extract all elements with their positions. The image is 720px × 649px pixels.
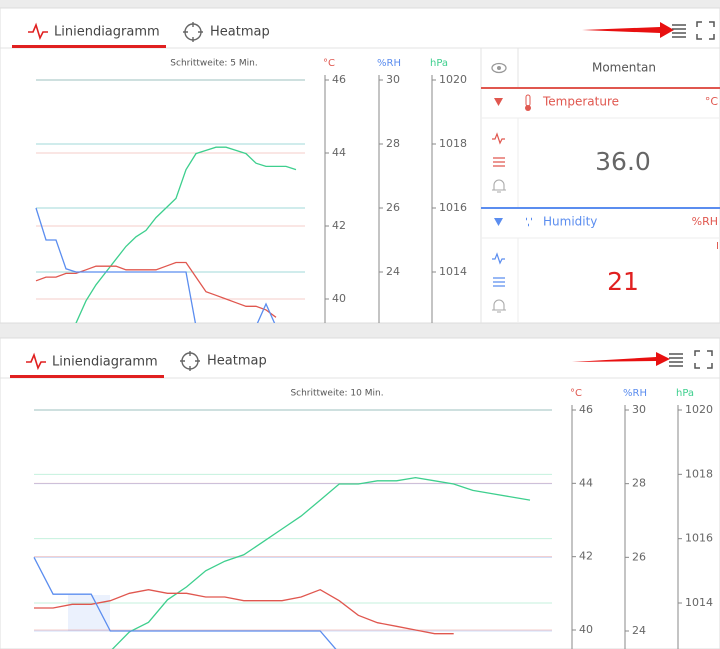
y-tick-label: 44 xyxy=(579,476,593,489)
y-tick-label: 24 xyxy=(632,624,646,637)
y-tick-label: 26 xyxy=(386,201,400,214)
sensor-value: 21 xyxy=(607,267,639,296)
sensor-unit: °C xyxy=(705,95,719,108)
y-tick-label: 1016 xyxy=(439,201,467,214)
chart-subtitle: Schrittweite: 5 Min. xyxy=(170,59,257,69)
list-icon[interactable] xyxy=(493,277,505,287)
series-line xyxy=(34,588,454,635)
bell-icon[interactable] xyxy=(492,299,506,313)
chart-subtitle: Schrittweite: 10 Min. xyxy=(290,389,383,399)
heatmap-icon-cross xyxy=(180,351,200,371)
series-line xyxy=(35,207,276,323)
sensor-value: 36.0 xyxy=(595,147,651,176)
menu-icon[interactable] xyxy=(669,353,683,367)
y-tick-label: 28 xyxy=(386,137,400,150)
humidity-icon xyxy=(526,217,532,227)
chart-icon[interactable] xyxy=(492,132,505,145)
y-tick-label: 30 xyxy=(632,403,646,416)
tab-label[interactable]: Liniendiagramm xyxy=(52,355,158,370)
y-tick-label: 1020 xyxy=(439,73,467,86)
collapse-icon[interactable] xyxy=(494,218,503,226)
y-tick-label: 1018 xyxy=(439,137,467,150)
sensor-unit: %RH xyxy=(692,215,718,228)
red-arrow xyxy=(572,352,670,366)
y-tick-label: 1018 xyxy=(685,467,713,480)
axis-unit: °C xyxy=(323,58,335,69)
chart-icon[interactable] xyxy=(492,252,505,265)
series-line xyxy=(35,261,277,318)
eye-pupil xyxy=(497,66,501,70)
y-tick-label: 1014 xyxy=(685,596,713,609)
y-tick-label: 42 xyxy=(332,219,346,232)
fullscreen-icon[interactable] xyxy=(694,350,713,369)
sidebar-header: Momentan xyxy=(592,61,656,75)
axis-unit: hPa xyxy=(430,58,448,69)
y-tick-label: 1014 xyxy=(439,265,467,278)
line-chart-icon xyxy=(26,352,46,371)
series-line xyxy=(33,557,337,649)
bell-icon[interactable] xyxy=(492,179,506,193)
eye-icon[interactable] xyxy=(491,62,507,74)
heatmap-icon-cross xyxy=(183,22,203,42)
y-tick-label: 28 xyxy=(632,477,646,490)
thermometer-bulb xyxy=(525,105,531,111)
plot-area xyxy=(33,476,531,649)
axis-unit: %RH xyxy=(623,388,647,399)
y-tick-label: 30 xyxy=(386,73,400,86)
active-tab-underline xyxy=(12,45,166,48)
tab-label[interactable]: Heatmap xyxy=(210,25,270,40)
plot-area xyxy=(35,146,297,323)
sensor-marker: I xyxy=(716,241,719,252)
menu-icon[interactable] xyxy=(672,24,686,38)
y-tick-label: 26 xyxy=(632,550,646,563)
tab-label[interactable]: Liniendiagramm xyxy=(54,25,160,40)
red-arrow xyxy=(582,22,674,38)
y-tick-label: 24 xyxy=(386,265,400,278)
y-tick-label: 1016 xyxy=(685,532,713,545)
y-tick-label: 44 xyxy=(332,146,346,159)
line-chart-icon xyxy=(28,22,48,41)
range-band xyxy=(68,595,110,631)
sensor-name: Humidity xyxy=(543,215,597,229)
axis-unit: °C xyxy=(570,388,582,399)
series-line xyxy=(111,476,531,649)
series-line xyxy=(75,146,297,323)
fullscreen-icon[interactable] xyxy=(696,21,715,40)
y-tick-label: 40 xyxy=(579,623,593,636)
tab-label[interactable]: Heatmap xyxy=(207,354,267,369)
list-icon[interactable] xyxy=(493,157,505,167)
y-tick-label: 42 xyxy=(579,550,593,563)
y-tick-label: 46 xyxy=(332,73,346,86)
panel xyxy=(0,7,720,324)
axis-unit: %RH xyxy=(377,58,401,69)
sensor-name: Temperature xyxy=(542,95,619,109)
y-tick-label: 46 xyxy=(579,403,593,416)
axis-unit: hPa xyxy=(676,388,694,399)
y-tick-label: 40 xyxy=(332,292,346,305)
collapse-icon[interactable] xyxy=(494,98,503,106)
active-tab-underline xyxy=(10,375,164,378)
y-tick-label: 1020 xyxy=(685,403,713,416)
